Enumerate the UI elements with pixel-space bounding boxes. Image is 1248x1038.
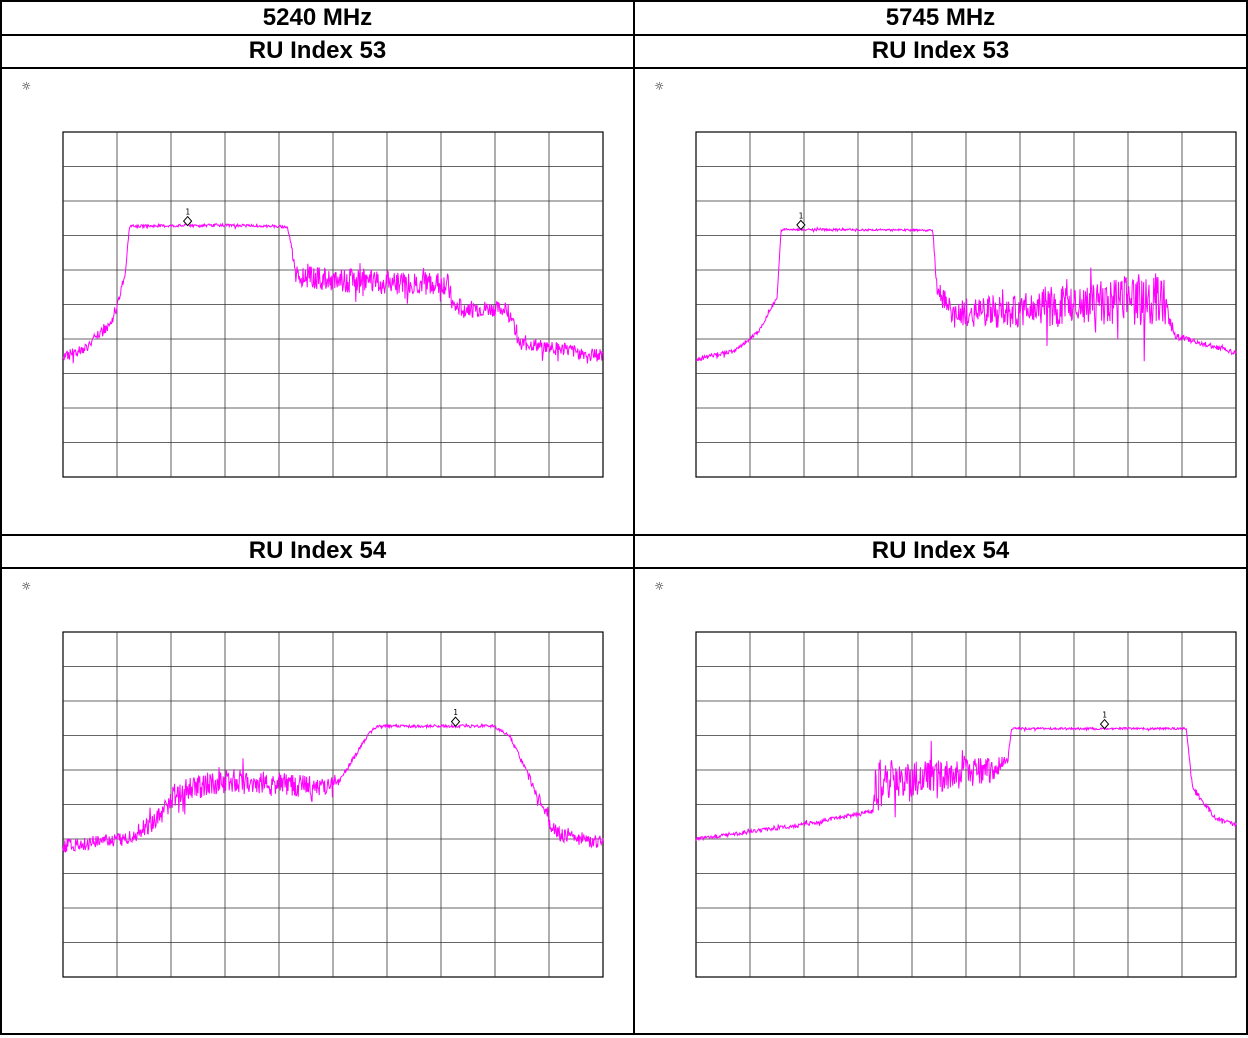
- marker-diamond-icon: [182, 215, 193, 227]
- table-border-bottom: [0, 1033, 1248, 1035]
- marker-diamond-icon: [796, 219, 806, 231]
- frequency-header-left: 5240 MHz: [262, 4, 373, 31]
- marker-diamond-icon: [450, 716, 461, 727]
- table-border-top: [0, 0, 1248, 2]
- marker-diamond-icon: [1099, 718, 1110, 730]
- ru-index-header-bottom-left: RU Index 54: [248, 537, 387, 564]
- marker-number: 1: [453, 708, 458, 717]
- marker-number: 1: [1102, 711, 1107, 720]
- agilent-logo-icon: ☼: [22, 79, 31, 95]
- row-divider-1: [0, 34, 1248, 36]
- spectrum-panel-bottom-left: ☼ 1: [2, 569, 632, 1038]
- spectrum-panel-bottom-right: ☼ 1: [635, 569, 1245, 1038]
- spectrum-plot-4: ☼1: [655, 579, 1237, 978]
- row-divider-3: [0, 534, 1248, 536]
- spectrum-panel-top-left: ☼ 1: [2, 69, 632, 539]
- marker-number: 1: [798, 211, 803, 220]
- spectrum-trace: [695, 225, 1237, 362]
- ru-index-header-top-left: RU Index 53: [248, 37, 387, 64]
- ru-index-header-bottom-right: RU Index 54: [871, 537, 1010, 564]
- spectrum-trace: [695, 726, 1237, 842]
- table-border-left: [0, 0, 2, 1035]
- spectrum-plot-2: ☼1: [655, 79, 1237, 478]
- ru-index-header-top-right: RU Index 53: [871, 37, 1010, 64]
- spectrum-trace: [62, 222, 604, 364]
- marker-number: 1: [185, 208, 190, 217]
- agilent-logo-icon: ☼: [655, 79, 664, 95]
- row-divider-2: [0, 67, 1248, 69]
- spectrum-trace: [62, 722, 604, 853]
- column-divider: [633, 0, 635, 1035]
- agilent-logo-icon: ☼: [655, 579, 664, 595]
- frequency-header-right: 5745 MHz: [885, 4, 996, 31]
- spectrum-plot-1: ☼1: [22, 79, 604, 478]
- row-divider-4: [0, 567, 1248, 569]
- table-border-right: [1246, 0, 1248, 1035]
- spectrum-panel-top-right: ☼ 1: [635, 69, 1245, 539]
- spectrum-plot-3: ☼1: [22, 579, 604, 978]
- agilent-logo-icon: ☼: [22, 579, 31, 595]
